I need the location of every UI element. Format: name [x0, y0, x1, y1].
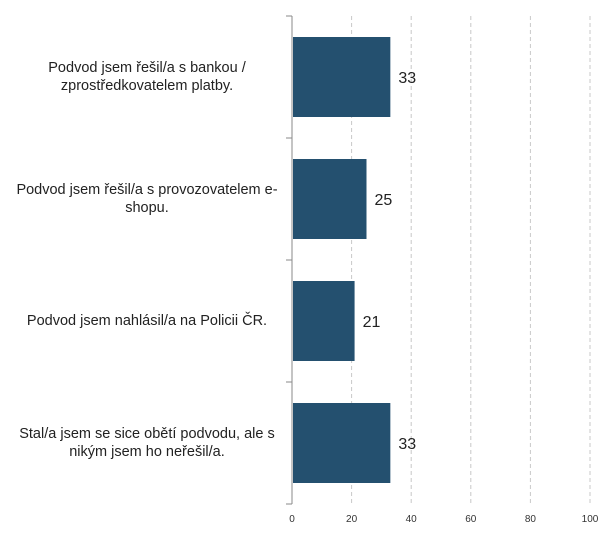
- category-label-2: Podvod jsem řešil/a s provozovatelem e-s…: [16, 182, 278, 216]
- x-tick-label-1: 0: [289, 514, 295, 525]
- bar-1: [293, 37, 391, 117]
- x-tick-label-3: 40: [406, 514, 418, 525]
- data-label-4: 33: [398, 436, 416, 453]
- category-label-1: Podvod jsem řešil/a s bankou / zprostřed…: [48, 60, 246, 94]
- x-tick-label-4: 60: [465, 514, 477, 525]
- data-label-1: 33: [398, 70, 416, 87]
- data-label-2: 25: [375, 192, 393, 209]
- x-tick-label-6: 100: [582, 514, 599, 525]
- bar-2: [293, 159, 367, 239]
- x-tick-label-2: 20: [346, 514, 358, 525]
- category-label-3: Podvod jsem nahlásil/a na Policii ČR.: [26, 313, 268, 329]
- bar-3: [293, 281, 355, 361]
- data-label-3: 21: [363, 314, 381, 331]
- bar-4: [293, 403, 391, 483]
- x-tick-label-5: 80: [525, 514, 537, 525]
- category-label-4: Stal/a jsem se sice obětí podvodu, ale s…: [19, 426, 275, 460]
